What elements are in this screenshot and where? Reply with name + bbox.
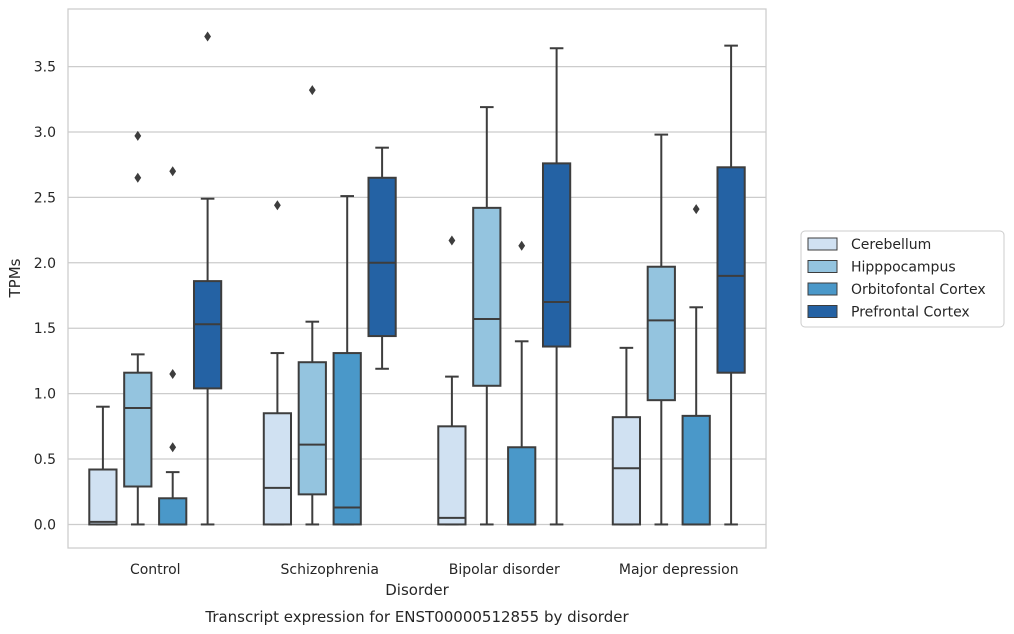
x-tick-labels: Control Schizophrenia Bipolar disorder Majo… [130,562,739,578]
outlier-point [169,442,177,453]
legend: Cerebellum Hipppocampus Orbitofontal Corte… [800,230,1005,328]
box-1-3 [646,133,676,526]
box-body [123,371,153,488]
outlier-point [308,85,316,96]
box-body [262,412,293,526]
plot-boxes [88,31,746,526]
box-body [716,166,746,374]
box-body [437,425,467,526]
legend-swatch [807,260,838,273]
y-tick-label: 2.5 [34,190,56,206]
y-tick-labels: 0.0 0.5 1.0 1.5 2.0 2.5 3.0 3.5 [34,60,56,534]
box-body [646,265,676,402]
box-0-2 [437,235,467,526]
legend-frame [800,230,1005,328]
box-body [158,497,188,526]
outlier-point [448,235,456,246]
figure-caption: Transcript expression for ENST0000051285… [204,608,629,626]
y-tick-label: 2.0 [34,256,56,272]
y-tick-label: 1.5 [34,321,56,337]
box-body [332,352,362,526]
x-axis-label: Disorder [385,581,449,599]
x-tick-label: Control [130,562,181,578]
plot-frame [67,8,767,549]
box-0-3 [611,346,642,526]
y-tick-label: 3.5 [34,60,56,76]
legend-swatch [807,282,838,296]
y-axis-label: TPMs [6,258,24,298]
outlier-point [169,166,177,177]
box-0-1 [262,200,293,526]
box-body [367,176,397,338]
box-1-0 [123,130,153,526]
outlier-point [274,200,281,211]
box-3-3 [716,44,746,526]
box-body [507,446,537,526]
gridlines [68,65,766,526]
y-tick-label: 0.5 [34,452,56,468]
legend-label: Cerebellum [851,237,931,253]
box-body [297,361,327,496]
box-1-2 [472,106,502,526]
box-body [541,162,572,348]
box-3-2 [541,47,572,526]
box-3-0 [192,31,223,526]
outlier-point [134,172,142,183]
legend-label: Orbitofontal Cortex [851,282,986,298]
box-2-2 [507,240,537,526]
box-body [472,206,502,387]
x-tick-label: Bipolar disorder [449,562,560,578]
box-3-1 [367,146,397,370]
legend-label: Prefrontal Cortex [851,305,970,321]
box-body [681,414,711,526]
box-body [192,280,223,390]
outlier-point [692,204,700,215]
outlier-point [169,369,177,380]
box-1-1 [297,85,327,526]
outlier-point [204,31,211,42]
box-0-0 [88,405,118,526]
box-2-1 [332,195,362,526]
outlier-point [518,240,526,251]
x-tick-label: Schizophrenia [281,562,379,578]
box-2-3 [681,204,711,526]
box-body [88,468,118,526]
box-body [611,416,642,526]
x-tick-label: Major depression [619,562,739,578]
y-tick-label: 0.0 [34,517,56,533]
legend-swatch [807,305,838,318]
y-tick-label: 3.0 [34,125,56,141]
y-tick-label: 1.0 [34,387,56,403]
legend-swatch [807,237,838,251]
outlier-point [134,130,142,141]
box-2-0 [158,166,188,526]
legend-label: Hipppocampus [851,260,956,276]
